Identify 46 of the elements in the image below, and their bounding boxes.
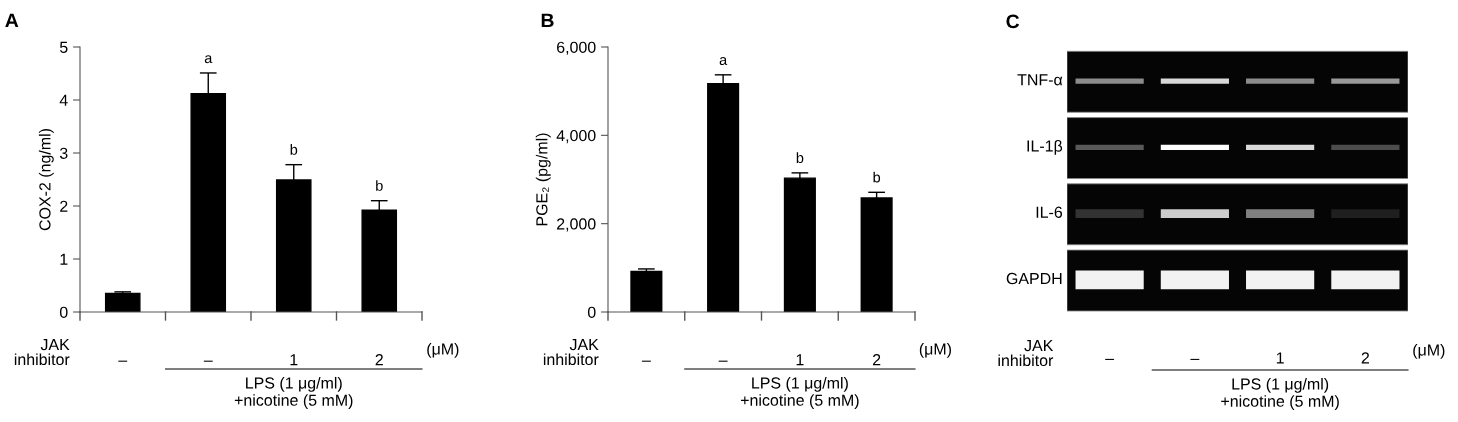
x-tick-label: 2 (375, 354, 383, 366)
x-axis-title: JAK inhibitor (14, 339, 70, 366)
bar (783, 177, 816, 312)
y-tick-label: 6,000 (557, 41, 596, 55)
chart-title: A (5, 13, 19, 28)
x-axis-title: JAK inhibitor (543, 339, 599, 366)
y-tick-label: 4 (59, 94, 68, 106)
y-tick-label: 2,000 (557, 218, 596, 232)
data-label: b (796, 152, 804, 164)
y-tick-label: 4,000 (556, 129, 596, 144)
text: LPS (1 μg/ml) +nicotine (5 mM) (1221, 377, 1339, 411)
data-label: b (290, 144, 298, 155)
x-tick-label: – (718, 360, 728, 362)
x-tick-label: 2 (872, 354, 881, 366)
x-tick-label: 1 (796, 354, 804, 366)
text: (μM) (1413, 343, 1445, 359)
y-tick-label: 5 (59, 41, 68, 53)
y-tick-label: 0 (587, 306, 596, 318)
data-label: a (719, 57, 728, 65)
y-tick-label: 0 (59, 306, 68, 318)
y-axis-title: COX-2 (ng/ml) (38, 129, 54, 231)
bar (104, 292, 141, 312)
data-label: b (376, 180, 383, 191)
text: (μM) (427, 342, 459, 358)
text: IL-1β (1027, 139, 1063, 155)
x-tick-label: 1 (290, 354, 298, 366)
text: (μM) (919, 342, 951, 358)
y-tick-label: 2 (60, 200, 68, 212)
y-axis-title: PGE₂ (pg/ml) (535, 133, 551, 226)
y-tick-label: 3 (59, 147, 68, 159)
chart-title: B (541, 13, 554, 28)
data-label: b (873, 171, 881, 183)
text: LPS (1 μg/ml) +nicotine (5 mM) (234, 376, 353, 410)
x-tick-label: – (118, 360, 128, 362)
x-tick-label: – (203, 360, 213, 362)
y-tick-label: 1 (60, 253, 68, 265)
text: IL-6 (1036, 206, 1063, 218)
text: GAPDH (1006, 272, 1062, 285)
text: TNF-α (1017, 74, 1063, 86)
x-tick-label: – (641, 360, 651, 362)
text: LPS (1 μg/ml) +nicotine (5 mM) (740, 376, 859, 410)
text: JAK inhibitor (998, 340, 1054, 367)
data-label: a (204, 55, 213, 64)
bar (630, 270, 663, 312)
bar (860, 197, 893, 312)
text: C (1006, 14, 1020, 29)
